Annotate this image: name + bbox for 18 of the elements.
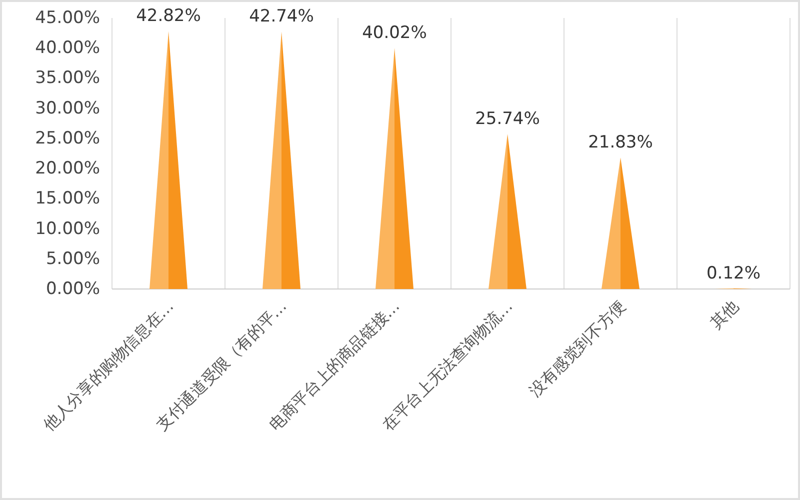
y-tick-label: 0.00% bbox=[46, 279, 100, 299]
y-tick-label: 40.00% bbox=[35, 38, 100, 58]
data-label: 40.02% bbox=[362, 22, 427, 43]
data-label: 0.12% bbox=[706, 263, 761, 284]
y-tick-label: 15.00% bbox=[35, 188, 100, 209]
y-tick-label: 25.00% bbox=[35, 128, 100, 148]
data-label: 25.74% bbox=[475, 108, 540, 129]
y-tick-label: 5.00% bbox=[46, 248, 100, 269]
x-tick-label: 其他 bbox=[706, 296, 742, 332]
y-tick-label: 35.00% bbox=[35, 68, 100, 88]
y-tick-label: 45.00% bbox=[35, 8, 100, 28]
x-tick-label: 没有感觉到不方便 bbox=[525, 296, 630, 400]
data-label: 21.83% bbox=[588, 132, 653, 153]
y-tick-label: 20.00% bbox=[35, 158, 100, 179]
data-label: 42.82% bbox=[136, 6, 201, 26]
data-label: 42.74% bbox=[249, 6, 314, 27]
y-tick-label: 30.00% bbox=[35, 98, 100, 118]
y-tick-label: 10.00% bbox=[35, 218, 100, 239]
